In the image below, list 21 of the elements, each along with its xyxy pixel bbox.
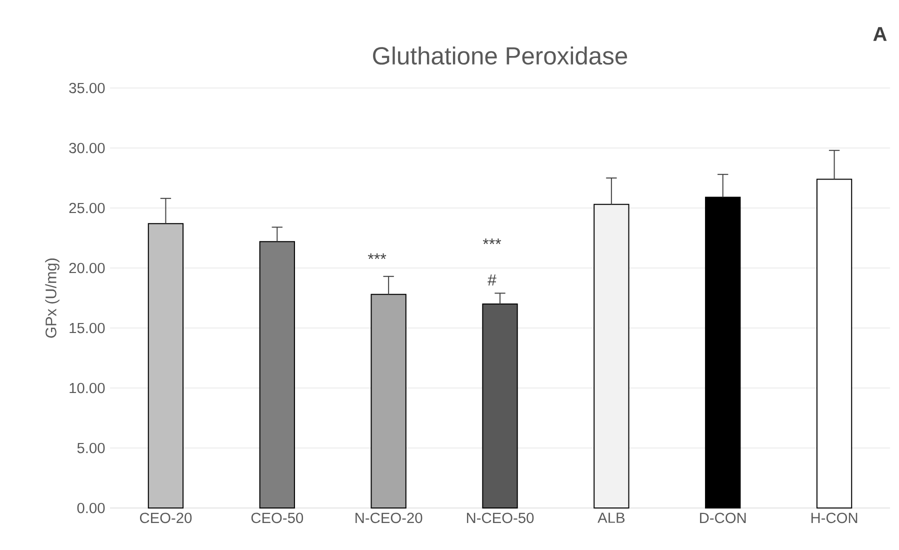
x-tick-label: CEO-50: [251, 512, 304, 524]
x-tick-label: N-CEO-50: [466, 512, 534, 524]
y-tick-label: 35.00: [69, 82, 105, 94]
x-tick-label: CEO-20: [140, 512, 192, 524]
annotation: ***: [368, 253, 386, 260]
y-axis-title: GPx (U/mg): [45, 258, 60, 338]
annotation: #: [488, 274, 496, 286]
x-tick-label: ALB: [598, 512, 625, 523]
x-tick-label: D-CON: [700, 512, 746, 524]
y-tick-label: 30.00: [69, 142, 105, 154]
y-tick-label: 5.00: [77, 442, 105, 454]
x-tick-label: N-CEO-20: [356, 512, 422, 524]
y-tick-label: 0.00: [77, 502, 105, 514]
chart-title: Gluthatione Peroxidase: [373, 46, 628, 65]
y-tick-label: 15.00: [70, 322, 105, 334]
text: A: [873, 27, 887, 41]
y-tick-label: 10.00: [70, 382, 105, 394]
y-tick-label: 25.00: [69, 202, 105, 214]
x-tick-label: H-CON: [811, 512, 858, 524]
y-tick-label: 20.00: [69, 262, 105, 274]
annotation: ***: [482, 238, 502, 244]
